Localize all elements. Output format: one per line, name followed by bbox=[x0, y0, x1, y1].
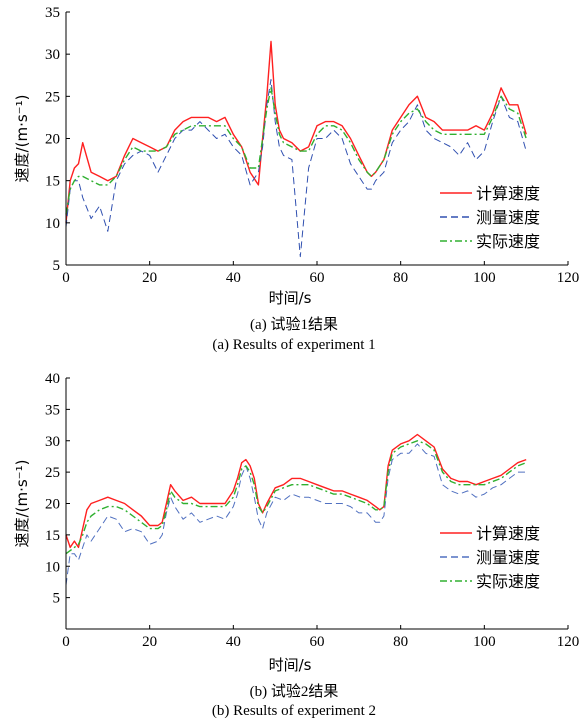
x-tick-label: 0 bbox=[62, 634, 70, 650]
y-tick-label: 20 bbox=[45, 132, 60, 148]
y-tick-label: 25 bbox=[45, 89, 60, 105]
chart-experiment-2: 0 20 40 60 80 100 120 5 10 15 20 25 30 35 40 时间/s 速度/(m·… bbox=[13, 371, 579, 674]
y-tick-label: 40 bbox=[45, 371, 60, 387]
legend-label-1: 计算速度 bbox=[476, 184, 540, 203]
legend-label-2: 测量速度 bbox=[476, 208, 540, 227]
x-tick-label: 80 bbox=[393, 634, 408, 650]
caption-b-en: (b) Results of experiment 2 bbox=[0, 703, 588, 720]
x-tick-label: 40 bbox=[226, 634, 241, 650]
caption-a-cn: (a) 试验1结果 bbox=[0, 313, 588, 334]
caption-b-cn: (b) 试验2结果 bbox=[0, 680, 588, 701]
x-tick-label: 20 bbox=[142, 634, 157, 650]
y-tick-label: 30 bbox=[45, 47, 60, 63]
y-tick-label: 5 bbox=[53, 591, 61, 607]
y-tick-label: 25 bbox=[45, 465, 60, 481]
x-tick-label: 0 bbox=[62, 270, 70, 286]
series-line-2 bbox=[66, 80, 526, 257]
x-axis-label: 时间/s bbox=[269, 289, 312, 307]
y-tick-label: 35 bbox=[45, 402, 60, 418]
series-line-1 bbox=[66, 435, 526, 548]
x-tick-label: 20 bbox=[142, 270, 157, 286]
y-tick-label: 30 bbox=[45, 434, 60, 450]
chart-experiment-1: 0 20 40 60 80 100 120 5 10 15 20 25 30 35 时间/s 速度/(m·s⁻… bbox=[13, 5, 579, 307]
legend-label-2: 测量速度 bbox=[476, 548, 540, 567]
legend-label-3: 实际速度 bbox=[476, 572, 540, 591]
caption-a-en: (a) Results of experiment 1 bbox=[0, 337, 588, 354]
y-axis-label: 速度/(m·s⁻¹) bbox=[13, 460, 31, 548]
x-tick-label: 100 bbox=[473, 270, 496, 286]
x-tick-label: 40 bbox=[226, 270, 241, 286]
series-line-3 bbox=[66, 441, 526, 554]
legend-label-1: 计算速度 bbox=[476, 524, 540, 543]
x-tick-label: 120 bbox=[557, 270, 580, 286]
x-tick-label: 60 bbox=[310, 270, 325, 286]
x-tick-label: 100 bbox=[473, 634, 496, 650]
series-line-1 bbox=[66, 42, 526, 223]
y-axis-label: 速度/(m·s⁻¹) bbox=[13, 95, 31, 183]
x-tick-label: 120 bbox=[557, 634, 580, 650]
y-tick-label: 15 bbox=[45, 528, 60, 544]
x-tick-label: 80 bbox=[393, 270, 408, 286]
x-axis-label: 时间/s bbox=[269, 656, 312, 674]
series-line-3 bbox=[66, 88, 526, 214]
y-tick-label: 10 bbox=[45, 559, 60, 575]
y-tick-label: 10 bbox=[45, 216, 60, 232]
y-tick-label: 20 bbox=[45, 497, 60, 513]
x-tick-label: 60 bbox=[310, 634, 325, 650]
series-line-2 bbox=[66, 444, 526, 585]
y-tick-label: 5 bbox=[53, 258, 61, 274]
legend-label-3: 实际速度 bbox=[476, 232, 540, 251]
y-tick-label: 35 bbox=[45, 5, 60, 21]
y-tick-label: 15 bbox=[45, 174, 60, 190]
